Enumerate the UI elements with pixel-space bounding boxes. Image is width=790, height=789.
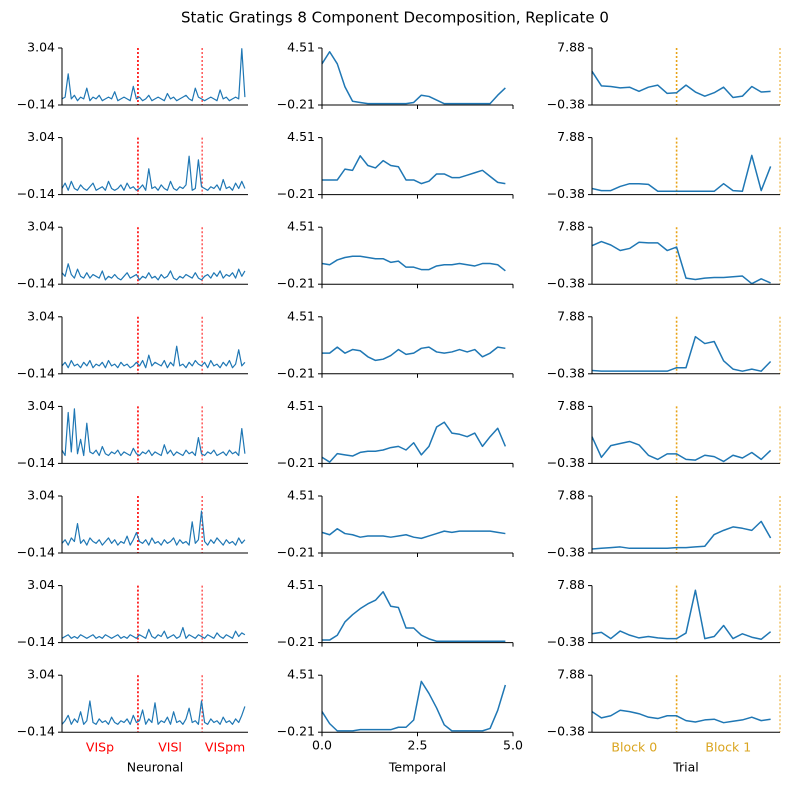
y-tick-label: 3.04: [27, 667, 55, 682]
y-tick-label: −0.38: [547, 186, 585, 201]
series-line: [322, 346, 506, 362]
y-tick-label: −0.38: [547, 634, 585, 649]
y-tick-label: 4.51: [287, 40, 315, 55]
y-tick-label: 3.04: [27, 219, 55, 234]
series-line: [321, 527, 506, 540]
y-tick-label: 4.51: [287, 219, 315, 234]
y-tick-label: −0.21: [277, 97, 315, 112]
y-tick-label: −0.21: [277, 634, 315, 649]
series-line: [61, 626, 246, 639]
y-tick-label: −0.38: [547, 545, 585, 560]
region-label: VISpm: [205, 740, 245, 755]
y-tick-label: −0.14: [17, 276, 55, 291]
y-tick-label: 4.51: [287, 667, 315, 682]
x-tick-label: 0.0: [312, 738, 332, 753]
series-line: [61, 345, 246, 369]
series-line: [591, 240, 771, 285]
series-line: [591, 709, 771, 724]
y-tick-label: 7.88: [557, 667, 585, 682]
y-tick-label: 3.04: [27, 308, 55, 323]
series-line: [61, 408, 246, 457]
region-label: Block 0: [611, 740, 657, 755]
y-tick-label: −0.21: [277, 455, 315, 470]
y-tick-label: −0.21: [277, 545, 315, 560]
series-line: [591, 154, 772, 193]
series-line: [591, 436, 772, 463]
y-tick-label: −0.21: [277, 276, 315, 291]
series-line: [591, 335, 772, 372]
y-tick-label: 7.88: [557, 308, 585, 323]
region-label: VISl: [158, 740, 182, 755]
y-tick-label: −0.38: [547, 276, 585, 291]
y-tick-label: 7.88: [557, 219, 585, 234]
x-tick-label: 5.0: [503, 738, 523, 753]
series-line: [591, 589, 772, 641]
y-tick-label: 7.88: [557, 129, 585, 144]
y-tick-label: −0.14: [17, 455, 55, 470]
y-tick-label: −0.14: [17, 545, 55, 560]
x-axis-label: Neuronal: [127, 760, 184, 775]
y-tick-label: 3.04: [27, 488, 55, 503]
series-line: [591, 520, 772, 550]
series-line: [61, 510, 246, 546]
y-tick-label: 4.51: [287, 308, 315, 323]
series-line: [61, 48, 246, 102]
y-tick-label: −0.14: [17, 97, 55, 112]
y-tick-label: 3.04: [27, 40, 55, 55]
y-tick-label: −0.14: [17, 634, 55, 649]
y-tick-label: 3.04: [27, 577, 55, 592]
x-tick-label: 2.5: [408, 738, 428, 753]
series-line: [322, 155, 506, 185]
y-tick-label: −0.21: [277, 186, 315, 201]
series-line: [61, 700, 246, 725]
y-tick-label: 7.88: [557, 40, 585, 55]
y-tick-label: 4.51: [287, 129, 315, 144]
y-tick-label: 4.51: [287, 488, 315, 503]
y-tick-label: −0.38: [547, 365, 585, 380]
y-tick-label: 7.88: [557, 577, 585, 592]
y-tick-label: −0.38: [547, 97, 585, 112]
y-tick-label: 4.51: [287, 577, 315, 592]
y-tick-label: 4.51: [287, 398, 315, 413]
region-label: VISp: [86, 740, 114, 755]
region-label: Block 1: [705, 740, 751, 755]
y-tick-label: −0.38: [547, 724, 585, 739]
y-tick-label: −0.14: [17, 724, 55, 739]
series-line: [61, 155, 246, 191]
y-tick-label: −0.38: [547, 455, 585, 470]
series-line: [321, 421, 507, 463]
y-tick-label: 3.04: [27, 129, 55, 144]
x-axis-label: Temporal: [388, 760, 446, 775]
y-tick-label: 7.88: [557, 398, 585, 413]
series-line: [322, 591, 506, 643]
y-tick-label: 7.88: [557, 488, 585, 503]
x-axis-label: Trial: [672, 760, 699, 775]
y-tick-label: −0.21: [277, 724, 315, 739]
series-line: [321, 50, 506, 105]
y-tick-label: 3.04: [27, 398, 55, 413]
series-line: [61, 263, 246, 281]
y-tick-label: −0.14: [17, 186, 55, 201]
y-tick-label: −0.14: [17, 365, 55, 380]
figure-title: Static Gratings 8 Component Decompositio…: [181, 9, 609, 27]
series-line: [321, 255, 506, 272]
series-line: [591, 70, 771, 99]
y-tick-label: −0.21: [277, 365, 315, 380]
series-line: [321, 680, 507, 732]
